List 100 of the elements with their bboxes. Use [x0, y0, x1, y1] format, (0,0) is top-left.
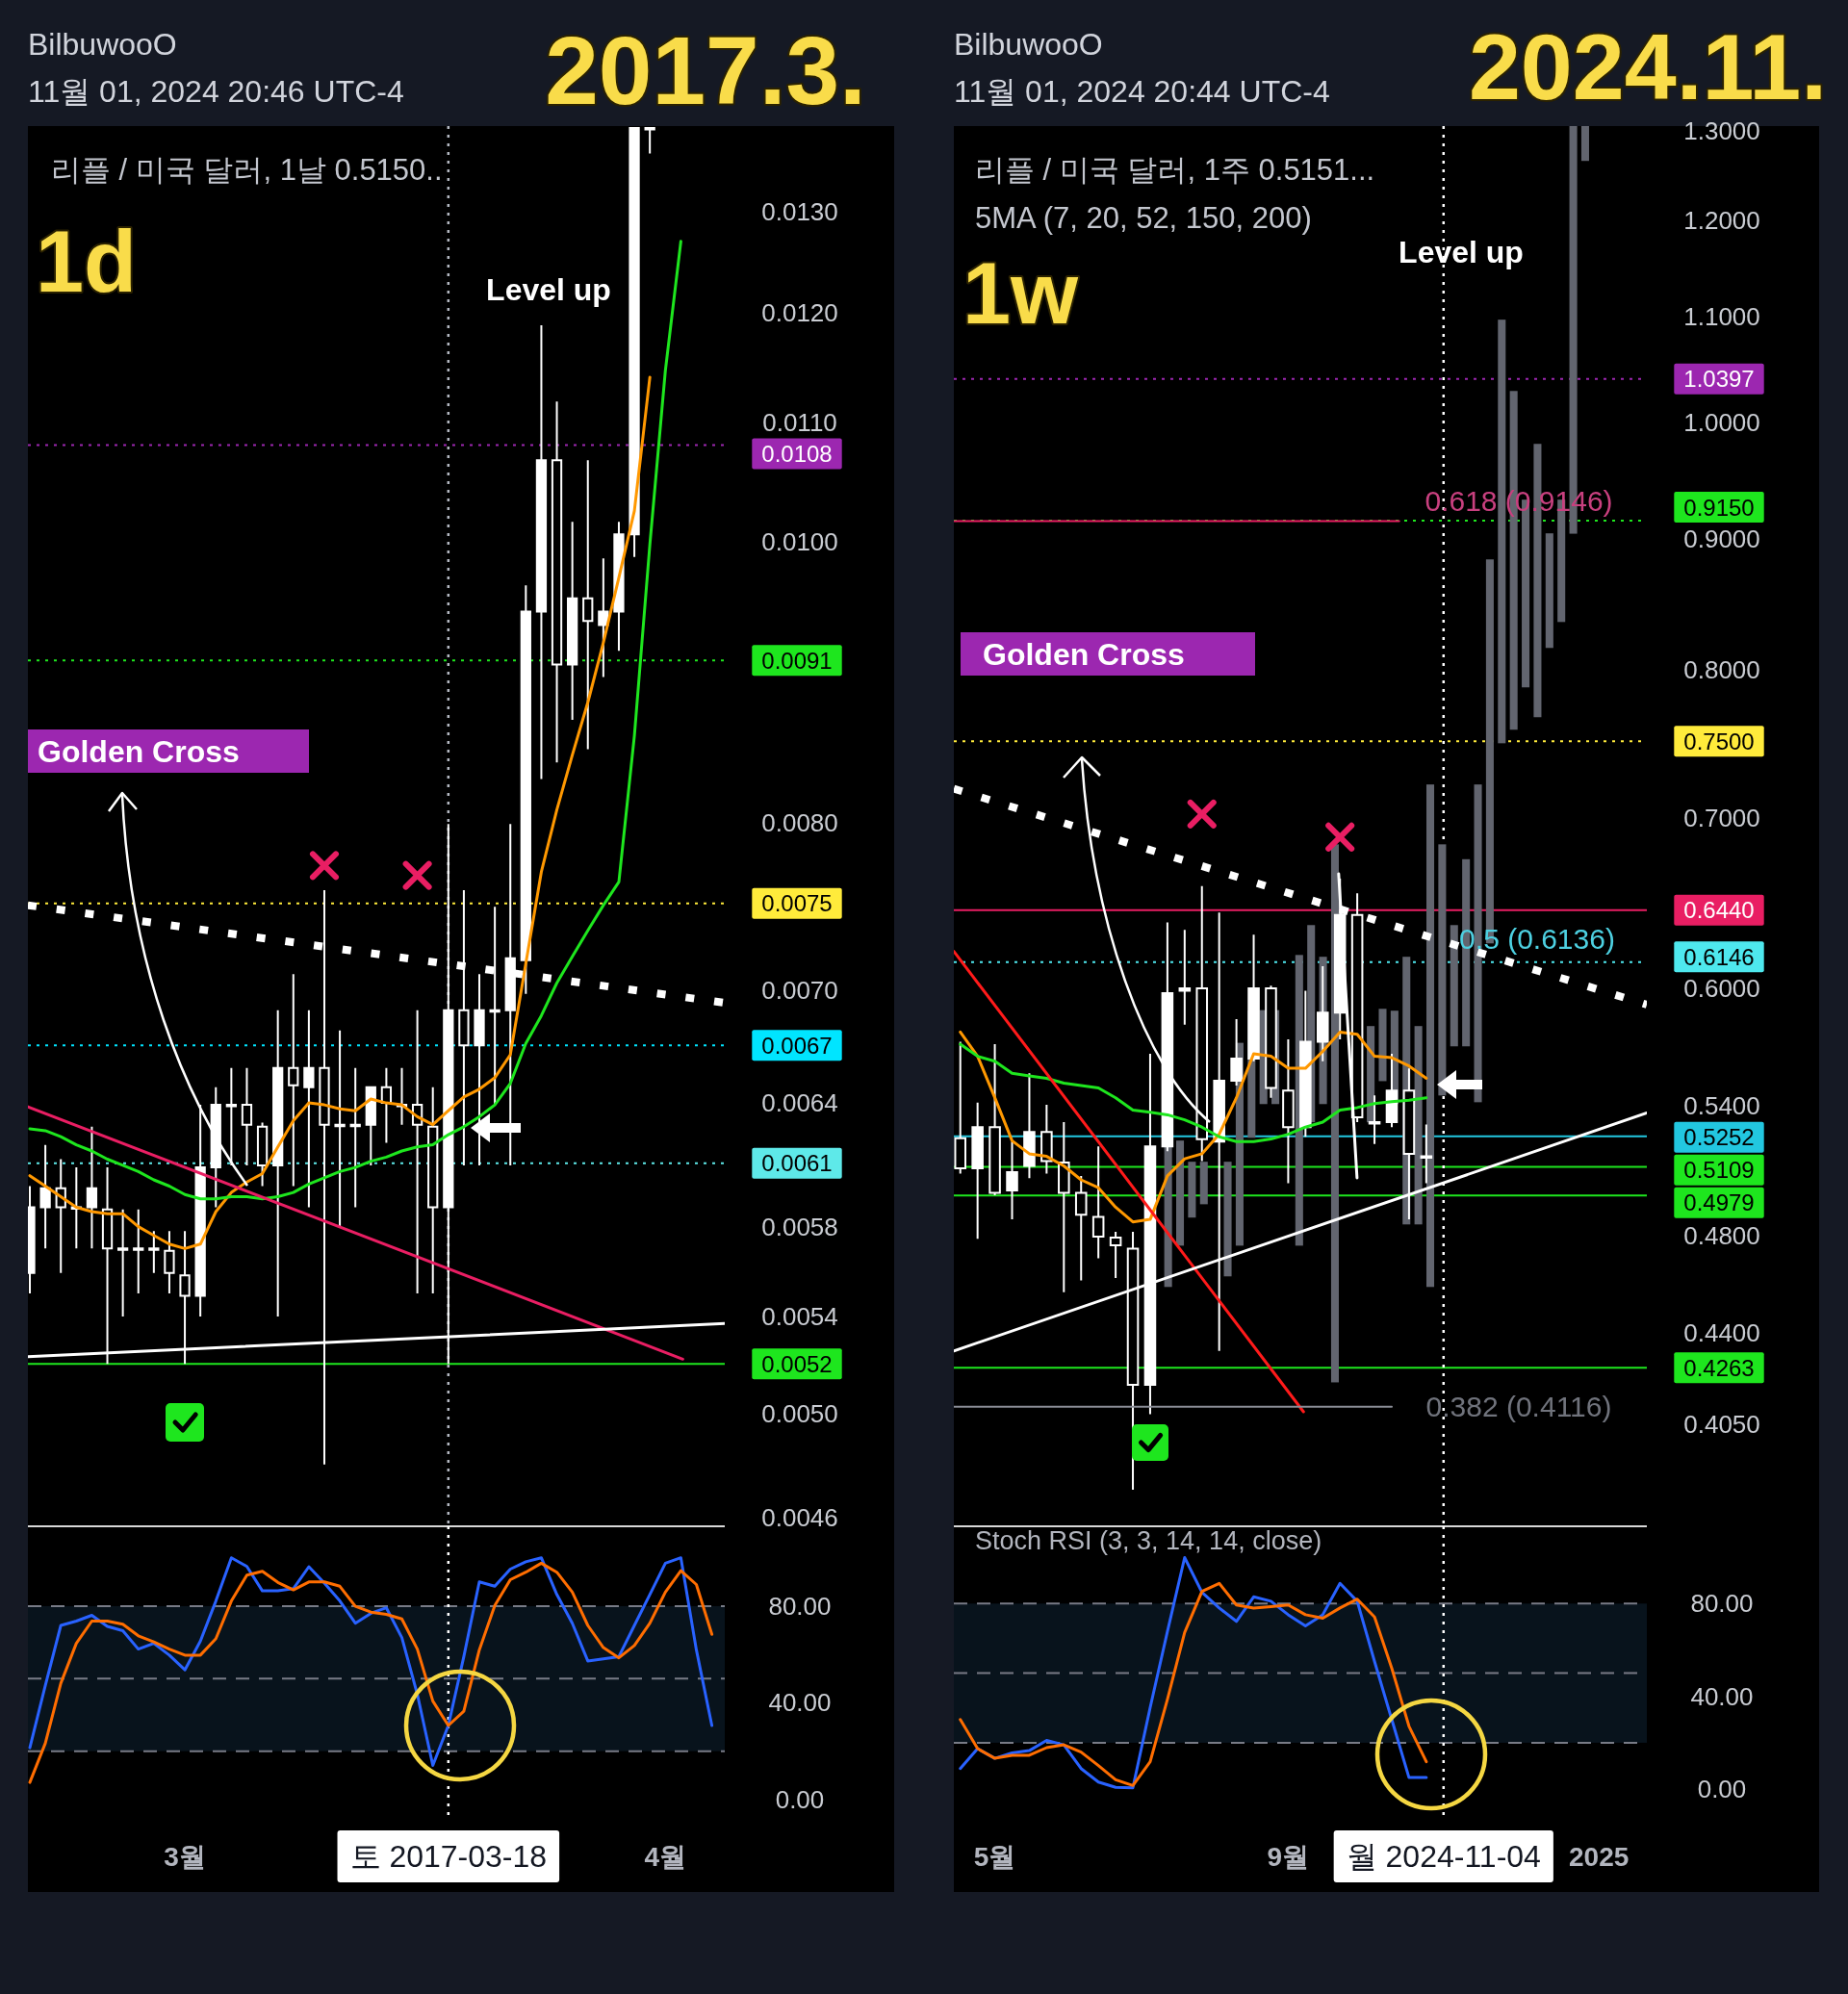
y-tick-label: 0.00: [1697, 1775, 1747, 1804]
y-tick-label: 0.0080: [761, 807, 838, 837]
candlestick: [551, 400, 563, 764]
candlestick: [349, 1066, 361, 1209]
bar: [1425, 784, 1435, 1288]
text: BilbuwooO: [954, 27, 1103, 62]
bar: [1438, 844, 1447, 1096]
candlestick: [427, 1086, 439, 1295]
candlestick: [598, 557, 609, 678]
candlestick: [55, 1158, 66, 1274]
chart-title: 2024.11.: [1468, 13, 1828, 119]
candlestick: [474, 973, 485, 1166]
x-tick-label: 9월: [1267, 1841, 1310, 1872]
candlestick: [396, 1066, 408, 1126]
y-tick-label: 0.8000: [1683, 654, 1760, 684]
y-tick-label: 0.6000: [1683, 974, 1760, 1004]
y-tick-label: 0.9000: [1683, 524, 1760, 554]
ref-line-label: 0.0061: [761, 1150, 833, 1177]
annotation: 0.382 (0.4116): [1425, 1390, 1612, 1422]
bar: [1414, 1026, 1423, 1225]
ref-line-label: 0.4263: [1683, 1354, 1755, 1381]
line-series: [959, 1030, 1428, 1224]
annotation: Golden Cross: [38, 734, 240, 769]
ref-line-label: 0.7500: [1683, 728, 1755, 754]
candlestick: [1006, 1140, 1018, 1221]
y-tick-label: 80.00: [1690, 1589, 1754, 1619]
ref-line-label: 0.5252: [1683, 1124, 1755, 1151]
y-tick-label: 0.5400: [1683, 1090, 1760, 1120]
candlestick: [241, 1066, 253, 1166]
candlestick: [1195, 884, 1209, 1163]
y-tick-label: 1.0000: [1683, 407, 1760, 437]
candlestick: [194, 1104, 206, 1317]
x-tick-label: 2025: [1569, 1841, 1630, 1872]
candlestick: [303, 1009, 315, 1209]
ref-line-label: 0.0091: [761, 647, 833, 674]
candlestick: [148, 1230, 160, 1274]
y-tick-label: 0.0130: [761, 197, 838, 227]
candlestick: [567, 521, 578, 721]
x-tick-label: 4월: [644, 1841, 687, 1872]
candlestick: [1178, 929, 1192, 1026]
y-tick-label: 0.0046: [761, 1503, 838, 1533]
y-tick-label: 0.00: [775, 1784, 825, 1814]
text: 11월 01, 2024 20:44 UTC-4: [954, 74, 1330, 109]
candlestick: [1385, 1052, 1399, 1129]
y-tick-label: 40.00: [1690, 1681, 1754, 1711]
bar: [1223, 1162, 1232, 1277]
candlestick: [288, 973, 299, 1188]
y-tick-label: 0.4800: [1683, 1221, 1760, 1251]
y-tick-label: 0.0054: [761, 1301, 838, 1331]
bar: [1378, 1009, 1387, 1082]
bar: [1580, 126, 1589, 162]
candlestick: [988, 1043, 1001, 1197]
ref-line-label: 1.0397: [1683, 366, 1755, 393]
ref-line-label: 0.4979: [1683, 1189, 1755, 1216]
candlestick: [1299, 989, 1312, 1138]
annotation: 1w: [962, 245, 1080, 342]
ref-line-label: 0.0052: [761, 1350, 833, 1377]
bar: [1176, 1140, 1185, 1246]
x-tick-label: 3월: [164, 1841, 206, 1872]
candlestick: [1091, 1145, 1105, 1260]
y-tick-label: 0.0064: [761, 1088, 838, 1118]
candlestick: [39, 1143, 51, 1250]
y-tick-label: 0.0120: [761, 297, 838, 327]
line-series: [959, 1042, 1428, 1143]
y-tick-label: 0.0110: [762, 407, 837, 437]
annotation: Stoch RSI (3, 3, 14, 14, close): [975, 1526, 1322, 1555]
y-tick-label: 0.0070: [761, 975, 838, 1005]
candlestick: [535, 324, 548, 780]
candlestick: [272, 1009, 284, 1317]
candlestick: [225, 1066, 237, 1166]
ref-line-label: 0.0075: [761, 890, 833, 917]
annotation: 리플 / 미국 달러, 1주 0.5151...: [975, 152, 1375, 187]
y-tick-label: 40.00: [768, 1688, 832, 1718]
bar: [1199, 1162, 1208, 1205]
candlestick: [210, 1086, 221, 1209]
ref-line-label: 0.6440: [1683, 897, 1755, 924]
candlestick: [334, 1029, 346, 1228]
candlestick: [1247, 933, 1260, 1062]
candlestick: [1230, 1017, 1243, 1087]
y-tick-label: 0.0050: [761, 1398, 838, 1428]
candlestick: [86, 1125, 98, 1250]
y-tick-label: 0.4400: [1683, 1317, 1760, 1347]
candlestick: [629, 126, 640, 558]
candlestick: [1282, 1038, 1295, 1185]
candlestick: [411, 1009, 424, 1295]
y-tick-label: 1.3000: [1683, 116, 1760, 146]
bar: [1545, 533, 1553, 649]
candlestick: [1265, 984, 1277, 1099]
ref-line-label: 0.0067: [761, 1032, 833, 1059]
candlestick: [1040, 1104, 1053, 1175]
text: BilbuwooO: [28, 27, 177, 62]
line-series: [28, 375, 652, 1250]
bar: [1450, 925, 1458, 1047]
bar: [1188, 1162, 1196, 1218]
y-tick-label: 1.1000: [1683, 301, 1760, 331]
candlestick: [644, 126, 655, 155]
ref-line-label: 토 2017-03-18: [349, 1839, 548, 1874]
candlestick: [380, 1066, 393, 1144]
candlestick: [1023, 1072, 1036, 1180]
y-tick-label: 80.00: [768, 1591, 832, 1621]
